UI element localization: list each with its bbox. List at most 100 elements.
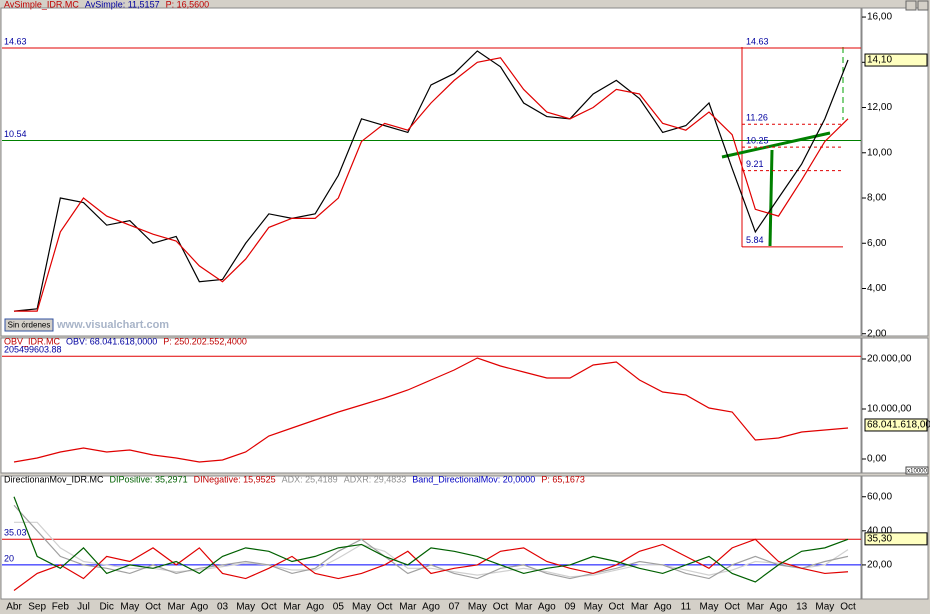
series-line bbox=[13, 504, 849, 580]
x-tick-label: May bbox=[120, 602, 139, 613]
x-tick-label: May bbox=[352, 602, 371, 613]
series-line bbox=[13, 496, 849, 583]
x-tick-label: Ago bbox=[190, 602, 208, 613]
level-label: 5.84 bbox=[746, 235, 764, 245]
orders-button-label[interactable]: Sin órdenes bbox=[8, 321, 51, 330]
legend-entry: OBV_IDR.MC bbox=[4, 336, 61, 346]
x-tick-label: Oct bbox=[840, 602, 856, 613]
x-tick-label: Mar bbox=[399, 602, 417, 613]
last-value-box bbox=[864, 53, 928, 67]
trend-line bbox=[721, 131, 831, 159]
y-tick-label: 12,00 bbox=[867, 102, 892, 113]
panel bbox=[0, 475, 862, 600]
x-tick-label: May bbox=[468, 602, 487, 613]
legend-entry: DIPositive: 35,2971 bbox=[110, 474, 188, 484]
x-tick-label: Abr bbox=[6, 602, 22, 613]
x-tick-label: Oct bbox=[377, 602, 393, 613]
watermark: www.visualchart.com bbox=[56, 319, 169, 331]
y-tick-label: 20,00 bbox=[867, 560, 892, 571]
trend-line bbox=[768, 149, 774, 247]
x-tick-label: Mar bbox=[283, 602, 301, 613]
reference-label: 20 bbox=[4, 553, 14, 563]
x-tick-label: Oct bbox=[609, 602, 625, 613]
x-tick-label: May bbox=[700, 602, 719, 613]
series-line bbox=[13, 357, 849, 463]
x-tick-label: Mar bbox=[631, 602, 649, 613]
series-line bbox=[13, 538, 849, 591]
last-value-label: 68.041.618,00 bbox=[867, 420, 930, 431]
legend-entry: DINegative: 15,9525 bbox=[194, 474, 276, 484]
last-value-box bbox=[864, 418, 928, 432]
x-tick-label: 03 bbox=[217, 602, 229, 613]
legend-entry: DirectionanMov_IDR.MC bbox=[4, 474, 104, 484]
level-label: 9.21 bbox=[746, 159, 764, 169]
x-tick-label: May bbox=[236, 602, 255, 613]
x-tick-label: Mar bbox=[747, 602, 765, 613]
reference-label: 14.63 bbox=[746, 36, 769, 46]
x-tick-label: Ago bbox=[654, 602, 672, 613]
x-tick-label: Jul bbox=[77, 602, 90, 613]
y-tick-label: 16,00 bbox=[867, 12, 892, 23]
level-label: 11.26 bbox=[746, 113, 768, 123]
level-label: 10.25 bbox=[746, 135, 769, 145]
legend-entry: OBV: 68.041.618,0000 bbox=[66, 336, 157, 346]
y-tick-label: 60,00 bbox=[867, 491, 892, 502]
orders-button[interactable] bbox=[4, 318, 54, 332]
legend-entry: ADXR: 29,4833 bbox=[344, 474, 407, 484]
x-tick-label: Mar bbox=[515, 602, 533, 613]
x-tick-label: Ago bbox=[422, 602, 440, 613]
y-tick-label: 40,00 bbox=[867, 525, 892, 536]
x-tick-label: 11 bbox=[681, 602, 692, 613]
x-tick-label: 09 bbox=[564, 602, 576, 613]
x-tick-label: Sep bbox=[28, 602, 46, 613]
x-tick-label: Feb bbox=[52, 602, 70, 613]
y-tick-label: 10.000,00 bbox=[867, 404, 912, 415]
x-tick-label: 07 bbox=[449, 602, 461, 613]
reference-label: 14.63 bbox=[4, 36, 27, 46]
reference-label: 35.03 bbox=[4, 528, 27, 538]
y-tick-label: 6,00 bbox=[867, 238, 887, 249]
x-tick-label: May bbox=[815, 602, 834, 613]
reference-label: 205499603.88 bbox=[4, 345, 62, 355]
x-tick-label: Mar bbox=[168, 602, 186, 613]
legend-entry: P: 16,5600 bbox=[166, 0, 210, 9]
panel bbox=[0, 337, 862, 474]
y-tick-label: 2,00 bbox=[867, 328, 887, 339]
legend-entry: ADX: 25,4189 bbox=[282, 474, 338, 484]
panel bbox=[0, 7, 862, 337]
x-tick-label: May bbox=[584, 602, 603, 613]
axis-panel bbox=[861, 337, 929, 474]
legend-entry: Band_DirectionalMov: 20,0000 bbox=[412, 474, 535, 484]
legend-entry: AvSimple_IDR.MC bbox=[4, 0, 79, 9]
scroll-button[interactable] bbox=[905, 0, 917, 11]
x-tick-label: Ago bbox=[306, 602, 324, 613]
y-tick-label: 20.000,00 bbox=[867, 354, 912, 365]
scale-note: x10000 bbox=[907, 469, 927, 475]
x-tick-label: Ago bbox=[538, 602, 556, 613]
series-line bbox=[13, 50, 849, 312]
y-tick-label: 8,00 bbox=[867, 193, 887, 204]
x-tick-label: 13 bbox=[796, 602, 808, 613]
x-tick-label: Dic bbox=[99, 602, 113, 613]
x-tick-label: Oct bbox=[724, 602, 740, 613]
reference-label: 10.54 bbox=[4, 129, 27, 139]
last-value-box bbox=[864, 532, 928, 546]
legend-entry: P: 250.202.552,4000 bbox=[163, 336, 247, 346]
legend-entry: P: 65,1673 bbox=[541, 474, 585, 484]
y-tick-label: 4,00 bbox=[867, 283, 887, 294]
last-value-label: 14,10 bbox=[867, 55, 892, 66]
series-line bbox=[14, 57, 849, 312]
last-value-label: 35,30 bbox=[867, 533, 892, 544]
x-tick-label: Oct bbox=[145, 602, 161, 613]
x-tick-label: Oct bbox=[493, 602, 509, 613]
y-tick-label: 0,00 bbox=[867, 454, 887, 465]
scale-note-box bbox=[905, 466, 929, 475]
x-tick-label: Ago bbox=[770, 602, 788, 613]
legend-entry: AvSimple: 11,5157 bbox=[85, 0, 160, 9]
scroll-button[interactable] bbox=[917, 0, 929, 11]
x-tick-label: Oct bbox=[261, 602, 277, 613]
y-tick-label: 10,00 bbox=[867, 147, 892, 158]
x-tick-label: 05 bbox=[333, 602, 345, 613]
